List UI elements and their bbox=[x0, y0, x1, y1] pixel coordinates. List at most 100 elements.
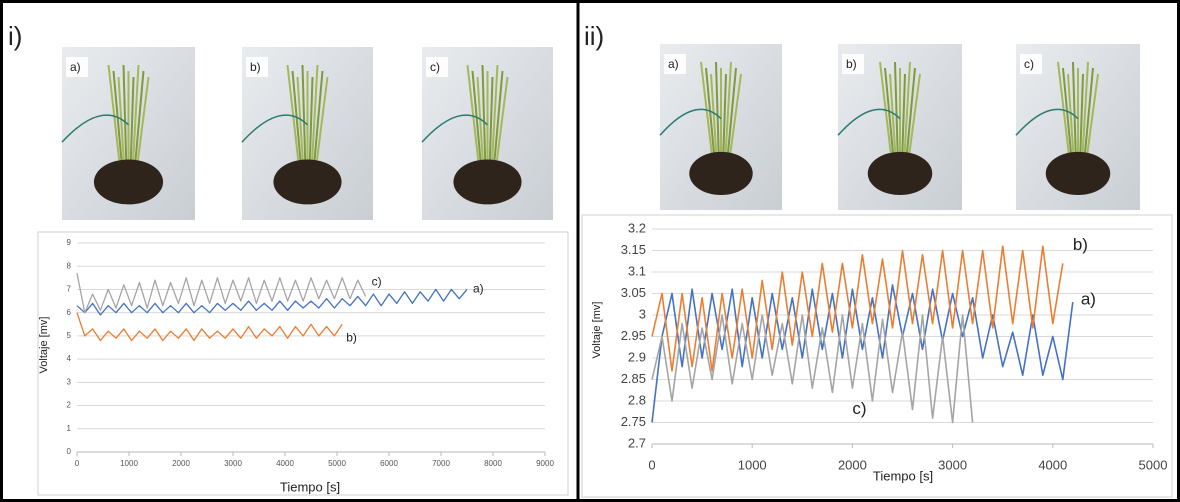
plant-stem bbox=[715, 61, 720, 164]
plant-stem bbox=[490, 64, 499, 172]
plant-stem bbox=[494, 76, 509, 172]
y-tick-label: 2.85 bbox=[621, 371, 646, 386]
series-label: c) bbox=[372, 275, 382, 289]
plant-stem bbox=[308, 76, 314, 172]
plant-stem bbox=[129, 76, 135, 172]
x-tick-label: 2000 bbox=[838, 457, 867, 472]
x-tick-label: 9000 bbox=[536, 459, 554, 468]
y-tick-label: 2.95 bbox=[621, 328, 646, 343]
x-axis-label: Tiempo [s] bbox=[873, 468, 933, 483]
plant-stem bbox=[301, 64, 307, 172]
series-label: a) bbox=[1081, 290, 1096, 309]
plant-stem bbox=[312, 70, 324, 172]
series-label: a) bbox=[473, 282, 484, 296]
photo-label-box bbox=[842, 54, 864, 74]
photo-label: a) bbox=[668, 57, 679, 71]
soil bbox=[453, 159, 522, 205]
plant-stem bbox=[905, 67, 916, 164]
series-label: b) bbox=[346, 330, 357, 344]
chart-box bbox=[37, 231, 569, 496]
series-line bbox=[651, 245, 1064, 372]
plant-stem bbox=[1083, 67, 1094, 164]
cable bbox=[659, 108, 722, 136]
y-tick-label: 4 bbox=[67, 354, 72, 363]
chart-box bbox=[581, 214, 1173, 498]
plant-stem bbox=[705, 67, 716, 164]
photo-label: c) bbox=[1024, 57, 1034, 71]
y-axis-label: Voltaje [mv] bbox=[591, 302, 603, 359]
x-tick-label: 6000 bbox=[380, 459, 398, 468]
plant-stem bbox=[700, 61, 714, 164]
plant-stem bbox=[112, 70, 124, 172]
y-tick-label: 2 bbox=[67, 401, 72, 410]
plant-stem bbox=[471, 70, 483, 172]
cable bbox=[837, 108, 901, 136]
plant-stem bbox=[133, 70, 145, 172]
plant-stem bbox=[117, 76, 126, 172]
photo-label: b) bbox=[846, 57, 857, 71]
cable bbox=[421, 114, 489, 143]
x-tick-label: 1000 bbox=[738, 457, 767, 472]
photo-label: b) bbox=[250, 60, 261, 74]
x-tick-label: 0 bbox=[648, 457, 655, 472]
y-tick-label: 0 bbox=[67, 447, 72, 456]
plant-stem bbox=[1079, 73, 1084, 164]
plant-stem bbox=[901, 73, 906, 164]
plant-stem bbox=[488, 76, 494, 172]
y-tick-label: 2.9 bbox=[628, 349, 646, 364]
plant-stem bbox=[476, 76, 485, 172]
plant-stem bbox=[907, 73, 921, 164]
plant-stem bbox=[894, 61, 899, 164]
x-axis-label: Tiempo [s] bbox=[280, 479, 340, 494]
plant-stem bbox=[1081, 61, 1089, 164]
plant-stem bbox=[1062, 67, 1073, 164]
y-tick-label: 3.2 bbox=[628, 220, 646, 235]
x-tick-label: 3000 bbox=[224, 459, 242, 468]
plant-stem bbox=[726, 67, 737, 164]
panel-label: ii) bbox=[584, 21, 604, 51]
plant-stem bbox=[107, 64, 122, 172]
soil bbox=[867, 151, 933, 196]
plant-stem bbox=[286, 64, 301, 172]
plant-stem bbox=[722, 73, 727, 164]
series-line bbox=[76, 288, 468, 316]
plant-stem bbox=[889, 73, 897, 164]
photo-label-box bbox=[664, 54, 686, 74]
soil bbox=[689, 151, 753, 196]
y-tick-label: 5 bbox=[67, 331, 72, 340]
plant-stem bbox=[481, 64, 487, 172]
plant-stem bbox=[466, 64, 481, 172]
plant-stem bbox=[710, 73, 718, 164]
plant-stem bbox=[122, 64, 128, 172]
plant-stem bbox=[1057, 61, 1071, 164]
panel-label: i) bbox=[8, 21, 22, 51]
cable bbox=[241, 114, 309, 143]
plant-stem bbox=[879, 61, 893, 164]
plant-stem bbox=[1067, 73, 1075, 164]
series-line bbox=[76, 273, 367, 314]
photo-label-box bbox=[426, 57, 448, 77]
series-line bbox=[76, 312, 343, 342]
soil bbox=[273, 159, 342, 205]
x-tick-label: 5000 bbox=[328, 459, 346, 468]
plant-stem bbox=[903, 61, 911, 164]
series-label: b) bbox=[1073, 235, 1088, 254]
y-tick-label: 2.7 bbox=[628, 435, 646, 450]
x-tick-label: 1000 bbox=[120, 459, 138, 468]
y-tick-label: 3.05 bbox=[621, 285, 646, 300]
series-line bbox=[651, 314, 974, 424]
y-tick-label: 9 bbox=[67, 238, 72, 247]
plant-stem bbox=[135, 76, 150, 172]
y-tick-label: 2.8 bbox=[628, 392, 646, 407]
y-tick-label: 3.1 bbox=[628, 263, 646, 278]
plant-stem bbox=[492, 70, 504, 172]
y-tick-label: 3 bbox=[639, 306, 646, 321]
y-tick-label: 8 bbox=[67, 261, 72, 270]
series-line bbox=[651, 284, 1074, 423]
plant-stem bbox=[728, 73, 742, 164]
y-tick-label: 7 bbox=[67, 285, 72, 294]
series-label: c) bbox=[852, 399, 866, 418]
